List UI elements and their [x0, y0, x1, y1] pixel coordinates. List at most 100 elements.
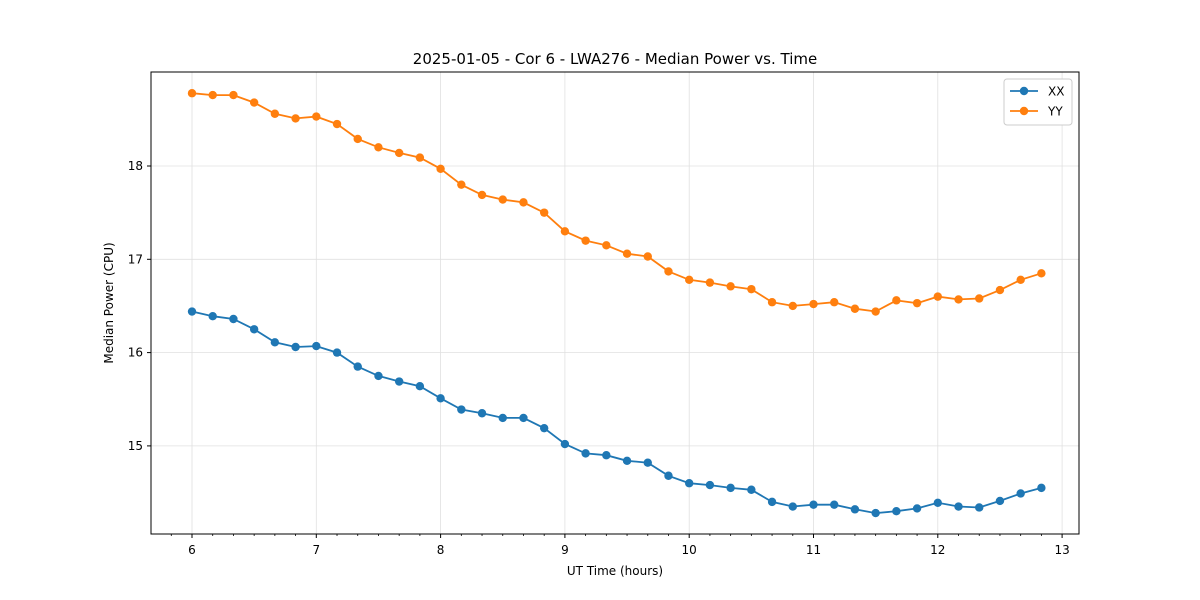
legend-marker [1019, 86, 1029, 96]
data-point [208, 90, 217, 100]
data-point [312, 112, 321, 121]
data-point [249, 98, 259, 107]
data-point [622, 249, 632, 258]
data-point [374, 371, 383, 381]
data-point [767, 497, 777, 507]
data-point [539, 208, 549, 217]
data-point [1016, 489, 1025, 498]
data-point [788, 502, 797, 511]
y-tick-label: 18 [128, 159, 143, 173]
data-point [705, 278, 715, 287]
data-point [602, 241, 611, 250]
data-point [850, 304, 860, 313]
data-point [394, 148, 404, 158]
data-point [477, 409, 487, 418]
data-point [519, 198, 528, 207]
y-tick-label: 17 [128, 252, 143, 266]
data-point [291, 342, 300, 352]
data-point [830, 298, 839, 307]
data-point [415, 153, 425, 162]
data-point [622, 456, 632, 466]
data-point [187, 89, 197, 98]
data-point [809, 299, 818, 309]
data-point [229, 314, 238, 324]
data-point [975, 294, 984, 303]
legend-marker [1019, 106, 1029, 116]
data-point [229, 90, 238, 100]
data-point [767, 298, 777, 307]
x-tick-label: 11 [806, 543, 821, 557]
data-point [581, 449, 590, 458]
data-point [643, 252, 652, 261]
y-axis-label: Median Power (CPU) [102, 242, 116, 363]
data-point [353, 362, 362, 371]
data-point [830, 500, 839, 509]
data-point [747, 284, 756, 294]
data-point [664, 267, 673, 276]
chart-title: 2025-01-05 - Cor 6 - LWA276 - Median Pow… [413, 50, 817, 68]
data-point [705, 480, 715, 490]
data-point [208, 312, 217, 321]
data-point [332, 348, 342, 357]
series-yy [187, 89, 1046, 316]
data-point [270, 338, 280, 347]
data-point [995, 285, 1005, 295]
x-tick-label: 12 [930, 543, 945, 557]
data-point [685, 275, 694, 285]
data-point [664, 471, 673, 480]
data-point [850, 505, 860, 514]
data-point [581, 236, 590, 245]
grid [151, 72, 1079, 534]
data-point [912, 504, 922, 513]
x-tick-label: 8 [437, 543, 445, 557]
x-tick-label: 10 [682, 543, 697, 557]
x-tick-label: 13 [1054, 543, 1069, 557]
data-point [1037, 483, 1046, 493]
data-point [332, 119, 342, 129]
x-tick-label: 7 [312, 543, 320, 557]
data-point [643, 458, 652, 467]
series-xx [187, 307, 1046, 518]
data-point [498, 413, 507, 423]
data-point [892, 507, 901, 516]
data-point [912, 298, 922, 308]
y-axis: 15 16 17 18 [128, 159, 151, 453]
data-point [892, 296, 901, 305]
data-point [975, 503, 984, 512]
plot-frame [150, 71, 1080, 535]
series-line-yy [191, 92, 1042, 313]
data-point [187, 307, 197, 316]
legend-entry-xx: XX [1010, 85, 1064, 99]
x-tick-label: 6 [188, 543, 196, 557]
data-point [353, 134, 362, 144]
data-point [477, 190, 487, 200]
x-axis-label: UT Time (hours) [567, 564, 663, 578]
y-tick-label: 16 [128, 346, 143, 360]
data-point [933, 498, 942, 508]
data-point [436, 394, 445, 403]
y-tick-label: 15 [128, 439, 143, 453]
data-point [747, 485, 756, 494]
legend-entry-yy: YY [1010, 105, 1063, 119]
data-point [726, 483, 735, 493]
data-point [312, 341, 321, 351]
series-line-xx [191, 310, 1042, 515]
data-point [436, 164, 445, 173]
data-point [788, 301, 797, 311]
data-point [291, 114, 300, 123]
legend: XX YY [1003, 78, 1073, 126]
data-point [560, 227, 570, 236]
data-point [995, 496, 1005, 506]
data-point [374, 143, 383, 152]
data-point [394, 377, 404, 386]
legend-label: YY [1047, 105, 1063, 119]
data-point [933, 292, 942, 301]
data-point [871, 508, 880, 518]
data-point [560, 439, 570, 449]
legend-label: XX [1048, 85, 1064, 99]
data-point [539, 423, 549, 433]
x-tick-label: 9 [561, 543, 569, 557]
data-point [602, 451, 611, 460]
data-point [871, 307, 880, 316]
data-point [270, 109, 280, 118]
